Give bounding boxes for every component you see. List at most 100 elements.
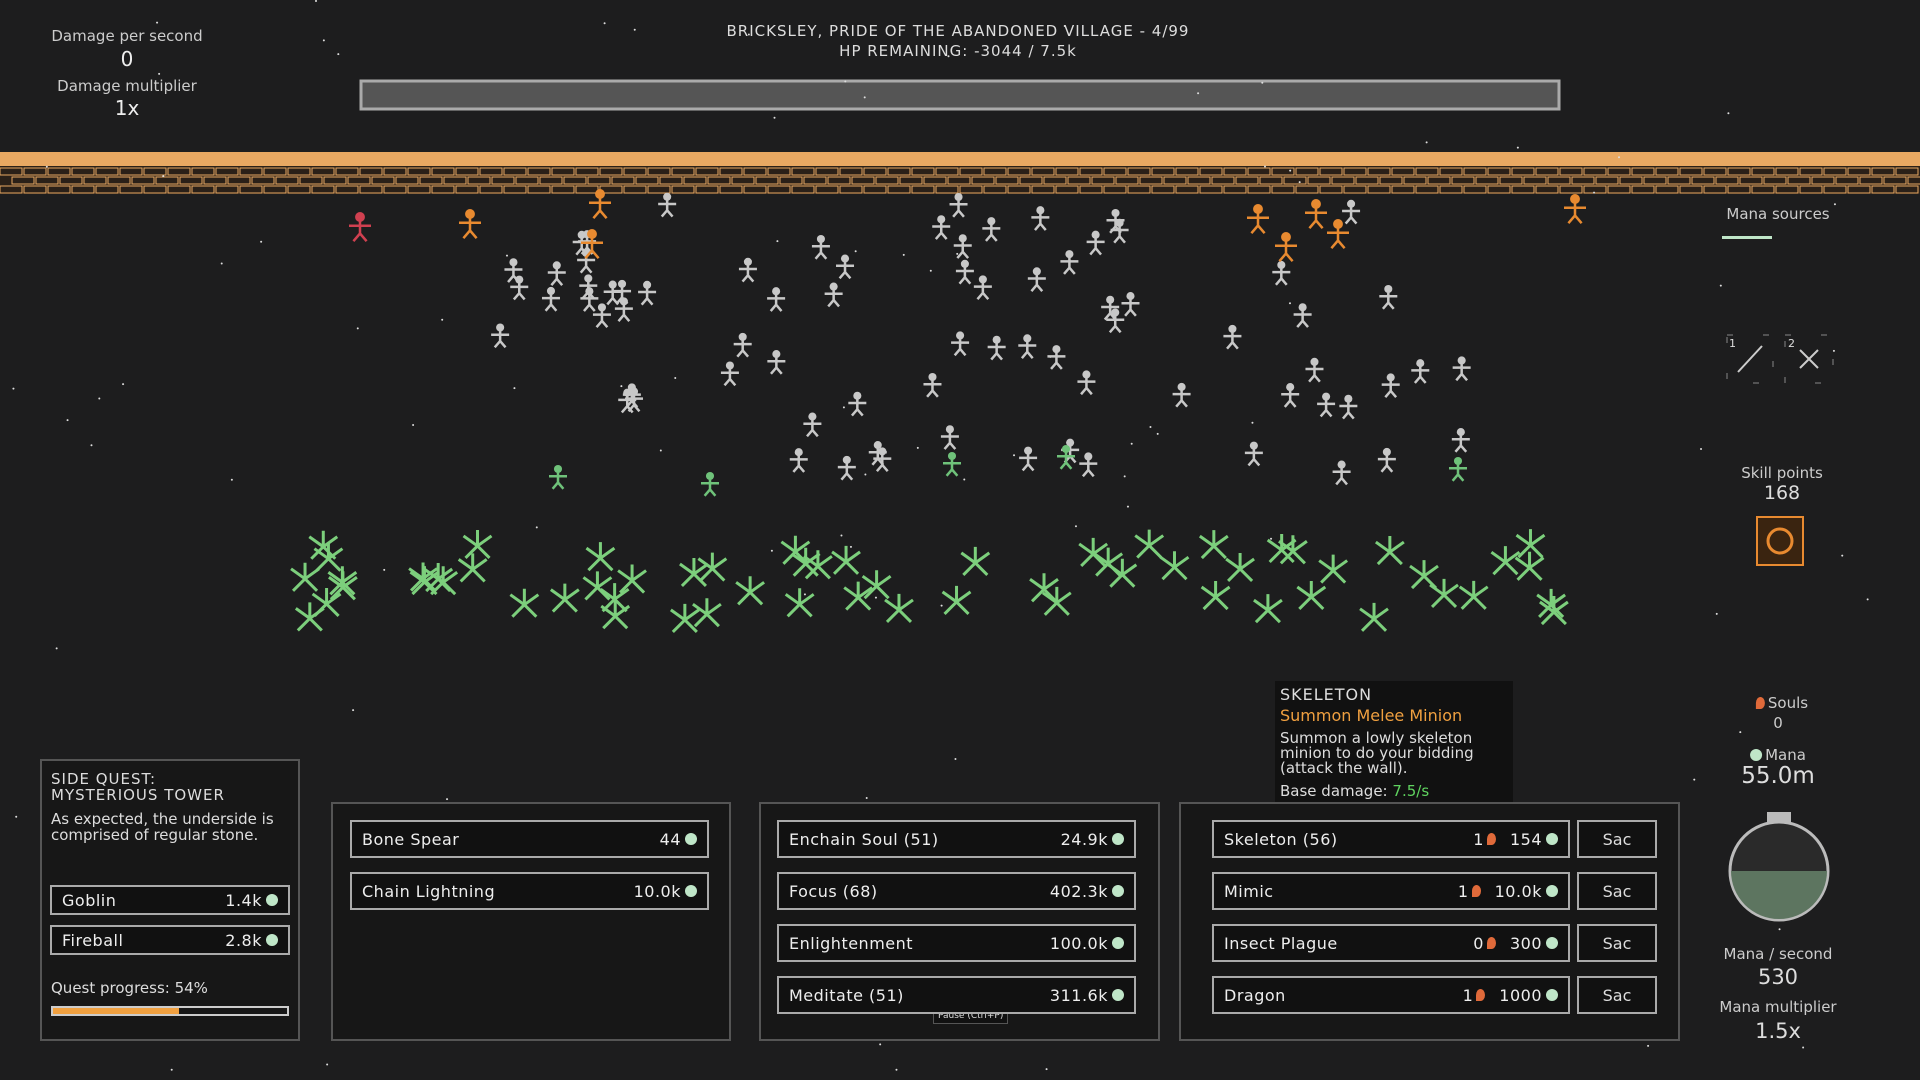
enemy-body — [949, 200, 968, 218]
brick — [815, 167, 839, 176]
star — [1832, 349, 1835, 352]
insect — [1318, 554, 1349, 584]
skill-tree-button[interactable] — [1756, 516, 1804, 566]
enemy-head — [1456, 428, 1465, 437]
mana-label-text: Mana — [1765, 746, 1806, 764]
row[interactable]: Enlightenment 100.0k — [777, 924, 1136, 962]
mana-cost: 10.0k — [1494, 881, 1542, 901]
enemy-head — [1024, 446, 1033, 455]
tooltip-subtitle: Summon Melee Minion — [1280, 706, 1463, 725]
brick — [1283, 176, 1307, 185]
mana-orb-fill — [1731, 871, 1827, 919]
sac-button[interactable]: Sac — [1577, 872, 1657, 910]
mana-icon — [1546, 885, 1558, 897]
brick — [239, 185, 263, 194]
brick — [647, 185, 671, 194]
mana-icon — [1546, 833, 1558, 845]
row[interactable]: Enchain Soul (51) 24.9k — [777, 820, 1136, 858]
brick — [407, 167, 431, 176]
brick — [791, 185, 815, 194]
brick — [1463, 167, 1487, 176]
brick — [203, 176, 227, 185]
mana-cost: 100.0k — [1049, 933, 1108, 953]
brick — [191, 185, 215, 194]
star — [1197, 92, 1200, 95]
row[interactable]: Meditate (51) 311.6k — [777, 976, 1136, 1014]
slot-key: 2 — [1788, 337, 1795, 350]
insect — [462, 529, 493, 560]
brick — [287, 167, 311, 176]
sac-button[interactable]: Sac — [1577, 820, 1657, 858]
insect — [308, 530, 339, 560]
skill-slot[interactable] — [1784, 334, 1834, 384]
row[interactable]: Goblin 1.4k — [50, 885, 290, 915]
insect — [1359, 602, 1389, 632]
enemy-body — [738, 265, 757, 283]
insect — [697, 552, 728, 582]
enemy-head — [608, 280, 617, 289]
boss-hp: HP REMAINING: -3044 / 7.5k — [839, 42, 1077, 60]
brick — [143, 167, 167, 176]
soul-cost: 1 — [1462, 985, 1474, 1005]
star — [854, 250, 857, 253]
brick — [1847, 167, 1871, 176]
mana-icon — [266, 894, 278, 906]
brick — [1343, 167, 1367, 176]
insect — [1159, 551, 1190, 581]
brick — [119, 167, 143, 176]
enemy-body — [982, 224, 1001, 242]
star — [158, 72, 161, 75]
enemy-head — [1249, 441, 1258, 450]
insect — [1198, 530, 1229, 560]
row[interactable]: Dragon 1 1000 — [1212, 976, 1570, 1014]
brick — [407, 185, 431, 194]
row-name: Bone Spear — [362, 829, 460, 849]
star — [1778, 928, 1781, 931]
row[interactable]: Skeleton (56) 1 154 — [1212, 820, 1570, 858]
mana-cost: 44 — [659, 829, 681, 849]
brick — [1175, 185, 1199, 194]
brick — [1775, 167, 1799, 176]
brick — [1187, 176, 1211, 185]
brick — [467, 176, 491, 185]
brick — [395, 176, 419, 185]
damage-label: Base damage: — [1280, 782, 1388, 800]
brick — [623, 167, 647, 176]
mana-mult-value: 1.5x — [1755, 1019, 1801, 1043]
row[interactable]: Insect Plague 0 300 — [1212, 924, 1570, 962]
row-name: Fireball — [62, 930, 124, 950]
brick — [239, 167, 263, 176]
sac-button[interactable]: Sac — [1577, 976, 1657, 1014]
star — [55, 647, 58, 650]
brick — [671, 185, 695, 194]
enemy-body — [1332, 468, 1351, 486]
brick — [1823, 185, 1847, 194]
star — [963, 478, 966, 481]
enemy-body — [1079, 460, 1098, 478]
star — [844, 80, 847, 83]
brick — [275, 176, 299, 185]
row-name: Skeleton (56) — [1224, 829, 1338, 849]
brick — [1583, 185, 1607, 194]
insect — [843, 581, 874, 611]
enemy-head — [663, 192, 672, 201]
star — [1866, 598, 1869, 601]
row[interactable]: Fireball 2.8k — [50, 925, 290, 955]
star — [1074, 525, 1077, 528]
brick — [1007, 185, 1031, 194]
star — [1593, 191, 1596, 194]
row[interactable]: Mimic 1 10.0k — [1212, 872, 1570, 910]
row[interactable]: Bone Spear 44 — [350, 820, 709, 858]
row[interactable]: Chain Lightning 10.0k — [350, 872, 709, 910]
row-name: Chain Lightning — [362, 881, 496, 901]
enemy-body — [1106, 316, 1125, 334]
brick — [1331, 176, 1355, 185]
brick — [1307, 176, 1331, 185]
brick — [1199, 167, 1223, 176]
row[interactable]: Focus (68) 402.3k — [777, 872, 1136, 910]
brick — [887, 185, 911, 194]
quest-text: As expected, the underside is comprised … — [51, 810, 274, 844]
star — [156, 21, 159, 24]
enemy-body — [1077, 378, 1096, 396]
sac-button[interactable]: Sac — [1577, 924, 1657, 962]
